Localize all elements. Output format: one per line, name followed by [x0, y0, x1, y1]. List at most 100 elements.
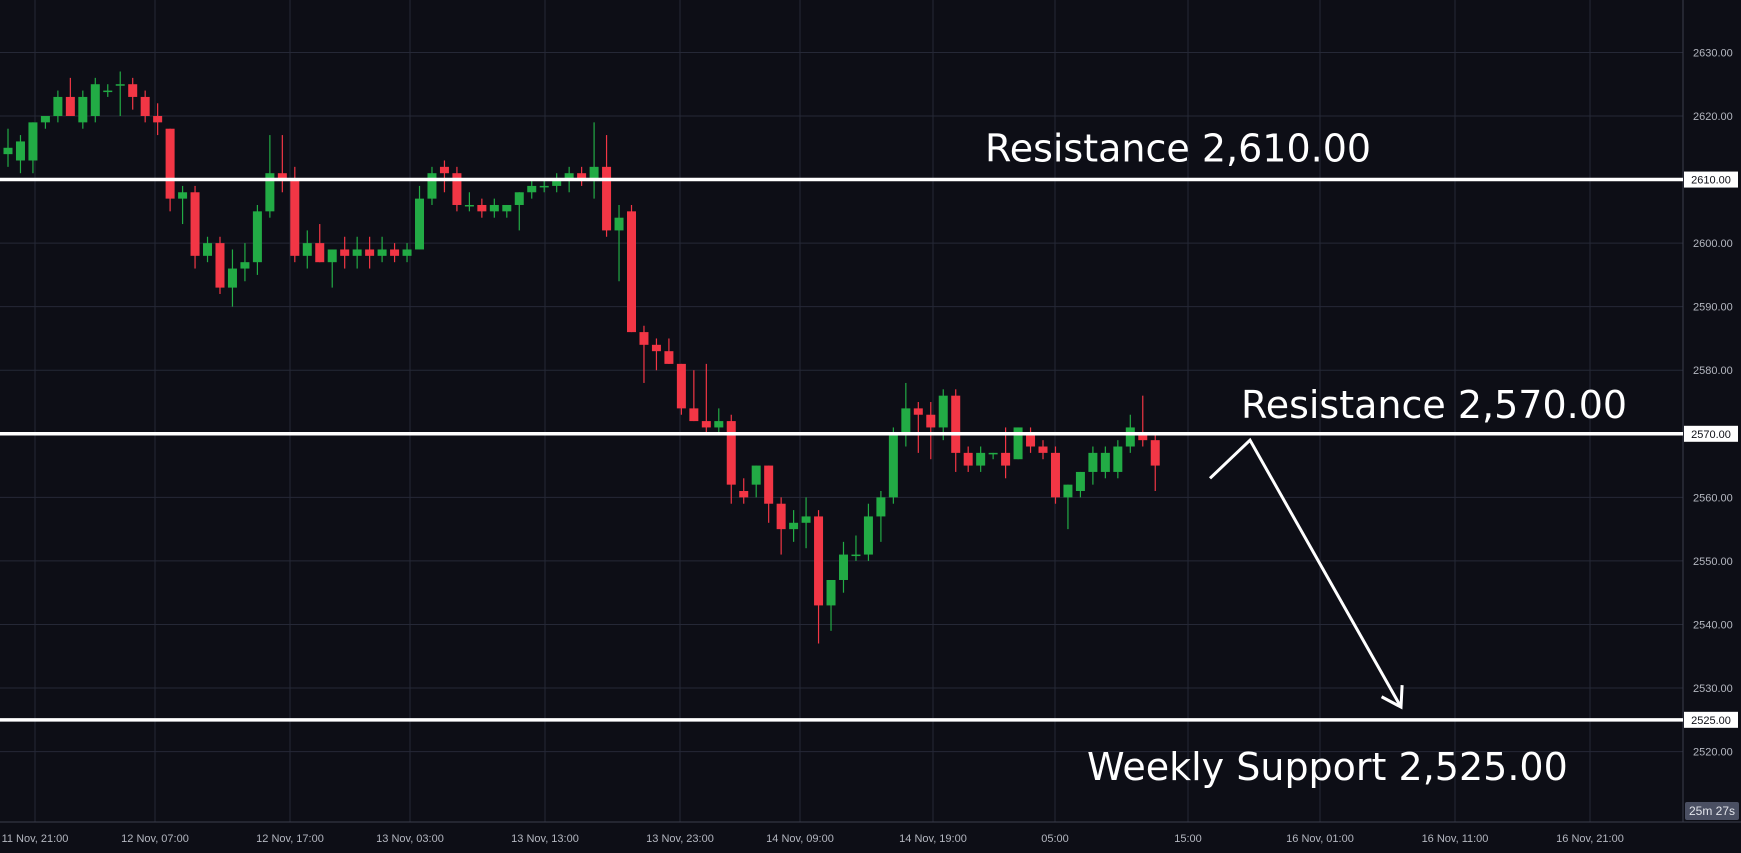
candle: [1138, 395, 1148, 447]
annotations: Resistance 2,610.00 Resistance 2,570.00 We…: [985, 127, 1627, 789]
candle: [1100, 446, 1110, 479]
candle-body: [639, 332, 649, 345]
candle-body: [40, 116, 50, 123]
candle-body: [65, 96, 75, 116]
candle: [614, 204, 624, 282]
candle: [988, 452, 998, 460]
candle: [627, 204, 636, 333]
candle-body: [28, 122, 38, 161]
candle-body: [689, 408, 699, 422]
candle-body: [252, 211, 262, 263]
candle-body: [726, 421, 736, 485]
candle-body: [664, 351, 674, 364]
candle-body: [951, 395, 961, 453]
candle: [240, 243, 250, 282]
level-price-tag: [1684, 171, 1738, 188]
time-tick-label: 14 Nov, 09:00: [766, 833, 834, 845]
candle-body: [1075, 471, 1085, 492]
candle: [140, 90, 150, 123]
candle: [826, 579, 836, 631]
candle-body: [539, 185, 549, 188]
candle: [651, 338, 661, 371]
candle: [789, 510, 799, 542]
candle: [128, 77, 138, 110]
candle: [439, 160, 449, 193]
candle: [190, 185, 200, 269]
price-tick-label: 2540.00: [1693, 619, 1733, 631]
time-axis[interactable]: 11 Nov, 21:00 12 Nov, 07:00 12 Nov, 17:00 1…: [0, 821, 1741, 845]
candle-body: [190, 192, 200, 256]
price-tick-label: 2550.00: [1693, 556, 1733, 568]
candle: [664, 338, 674, 364]
arrow-path: [1208, 437, 1403, 708]
candle: [676, 363, 686, 415]
candle: [265, 135, 275, 218]
candle: [888, 427, 898, 504]
candle-body: [938, 395, 948, 428]
candle-body: [103, 90, 113, 93]
candle-body: [577, 173, 587, 180]
candle: [689, 370, 699, 422]
candle: [327, 249, 337, 288]
candle: [539, 179, 549, 193]
level-price-tag-label: 2525.00: [1691, 715, 1731, 727]
candle-body: [452, 173, 462, 205]
candle: [415, 185, 425, 250]
candle: [552, 173, 562, 193]
candle-body: [564, 173, 574, 180]
price-tick-label: 2520.00: [1693, 747, 1733, 759]
candle-body: [676, 363, 686, 409]
level-annotation-1: Resistance 2,610.00: [985, 127, 1371, 171]
candle-body: [602, 166, 612, 231]
candle: [938, 389, 948, 441]
price-tick-label: 2560.00: [1693, 492, 1733, 504]
candle-body: [789, 522, 799, 530]
candles: [3, 71, 1160, 644]
candle-body: [178, 192, 188, 199]
candle: [851, 535, 861, 561]
level-annotation-3: Weekly Support 2,525.00: [1087, 745, 1568, 789]
candle-body: [415, 198, 425, 250]
candle-body: [402, 249, 412, 256]
candle: [90, 77, 100, 123]
candle: [514, 192, 524, 231]
time-tick-label: 15:00: [1174, 833, 1202, 845]
candle-body: [489, 204, 499, 212]
candle: [1075, 471, 1085, 498]
candle: [863, 503, 873, 561]
candle: [1026, 427, 1036, 453]
candle: [315, 224, 325, 263]
candle-body: [801, 516, 811, 523]
candle-body: [315, 243, 325, 263]
time-tick-label: 13 Nov, 03:00: [376, 833, 444, 845]
candle: [913, 402, 923, 453]
candle: [577, 166, 587, 186]
candle: [290, 166, 300, 263]
candle: [527, 179, 537, 199]
candle-body: [240, 262, 250, 269]
candle: [78, 90, 88, 129]
candle: [838, 541, 848, 593]
candle: [252, 204, 262, 275]
time-tick-label: 13 Nov, 23:00: [646, 833, 714, 845]
candle-body: [3, 147, 13, 155]
candle: [589, 122, 599, 199]
price-axis[interactable]: 2630.00 2620.00 2600.00 2590.00 2580.00 2560.…: [1684, 0, 1741, 822]
candle: [901, 382, 911, 447]
price-tick-label: 2620.00: [1693, 111, 1733, 123]
candle-body: [963, 452, 973, 466]
arrow-head: [1380, 685, 1404, 710]
candle: [464, 192, 474, 212]
candle: [639, 325, 649, 383]
candle-body: [976, 452, 986, 466]
candle-body: [1100, 452, 1110, 472]
candle: [402, 243, 412, 263]
candle: [203, 236, 213, 263]
candle-body: [1113, 446, 1123, 472]
candle: [477, 198, 487, 218]
candle-body: [78, 96, 88, 123]
candle: [1038, 440, 1048, 460]
candle-body: [1125, 427, 1135, 447]
